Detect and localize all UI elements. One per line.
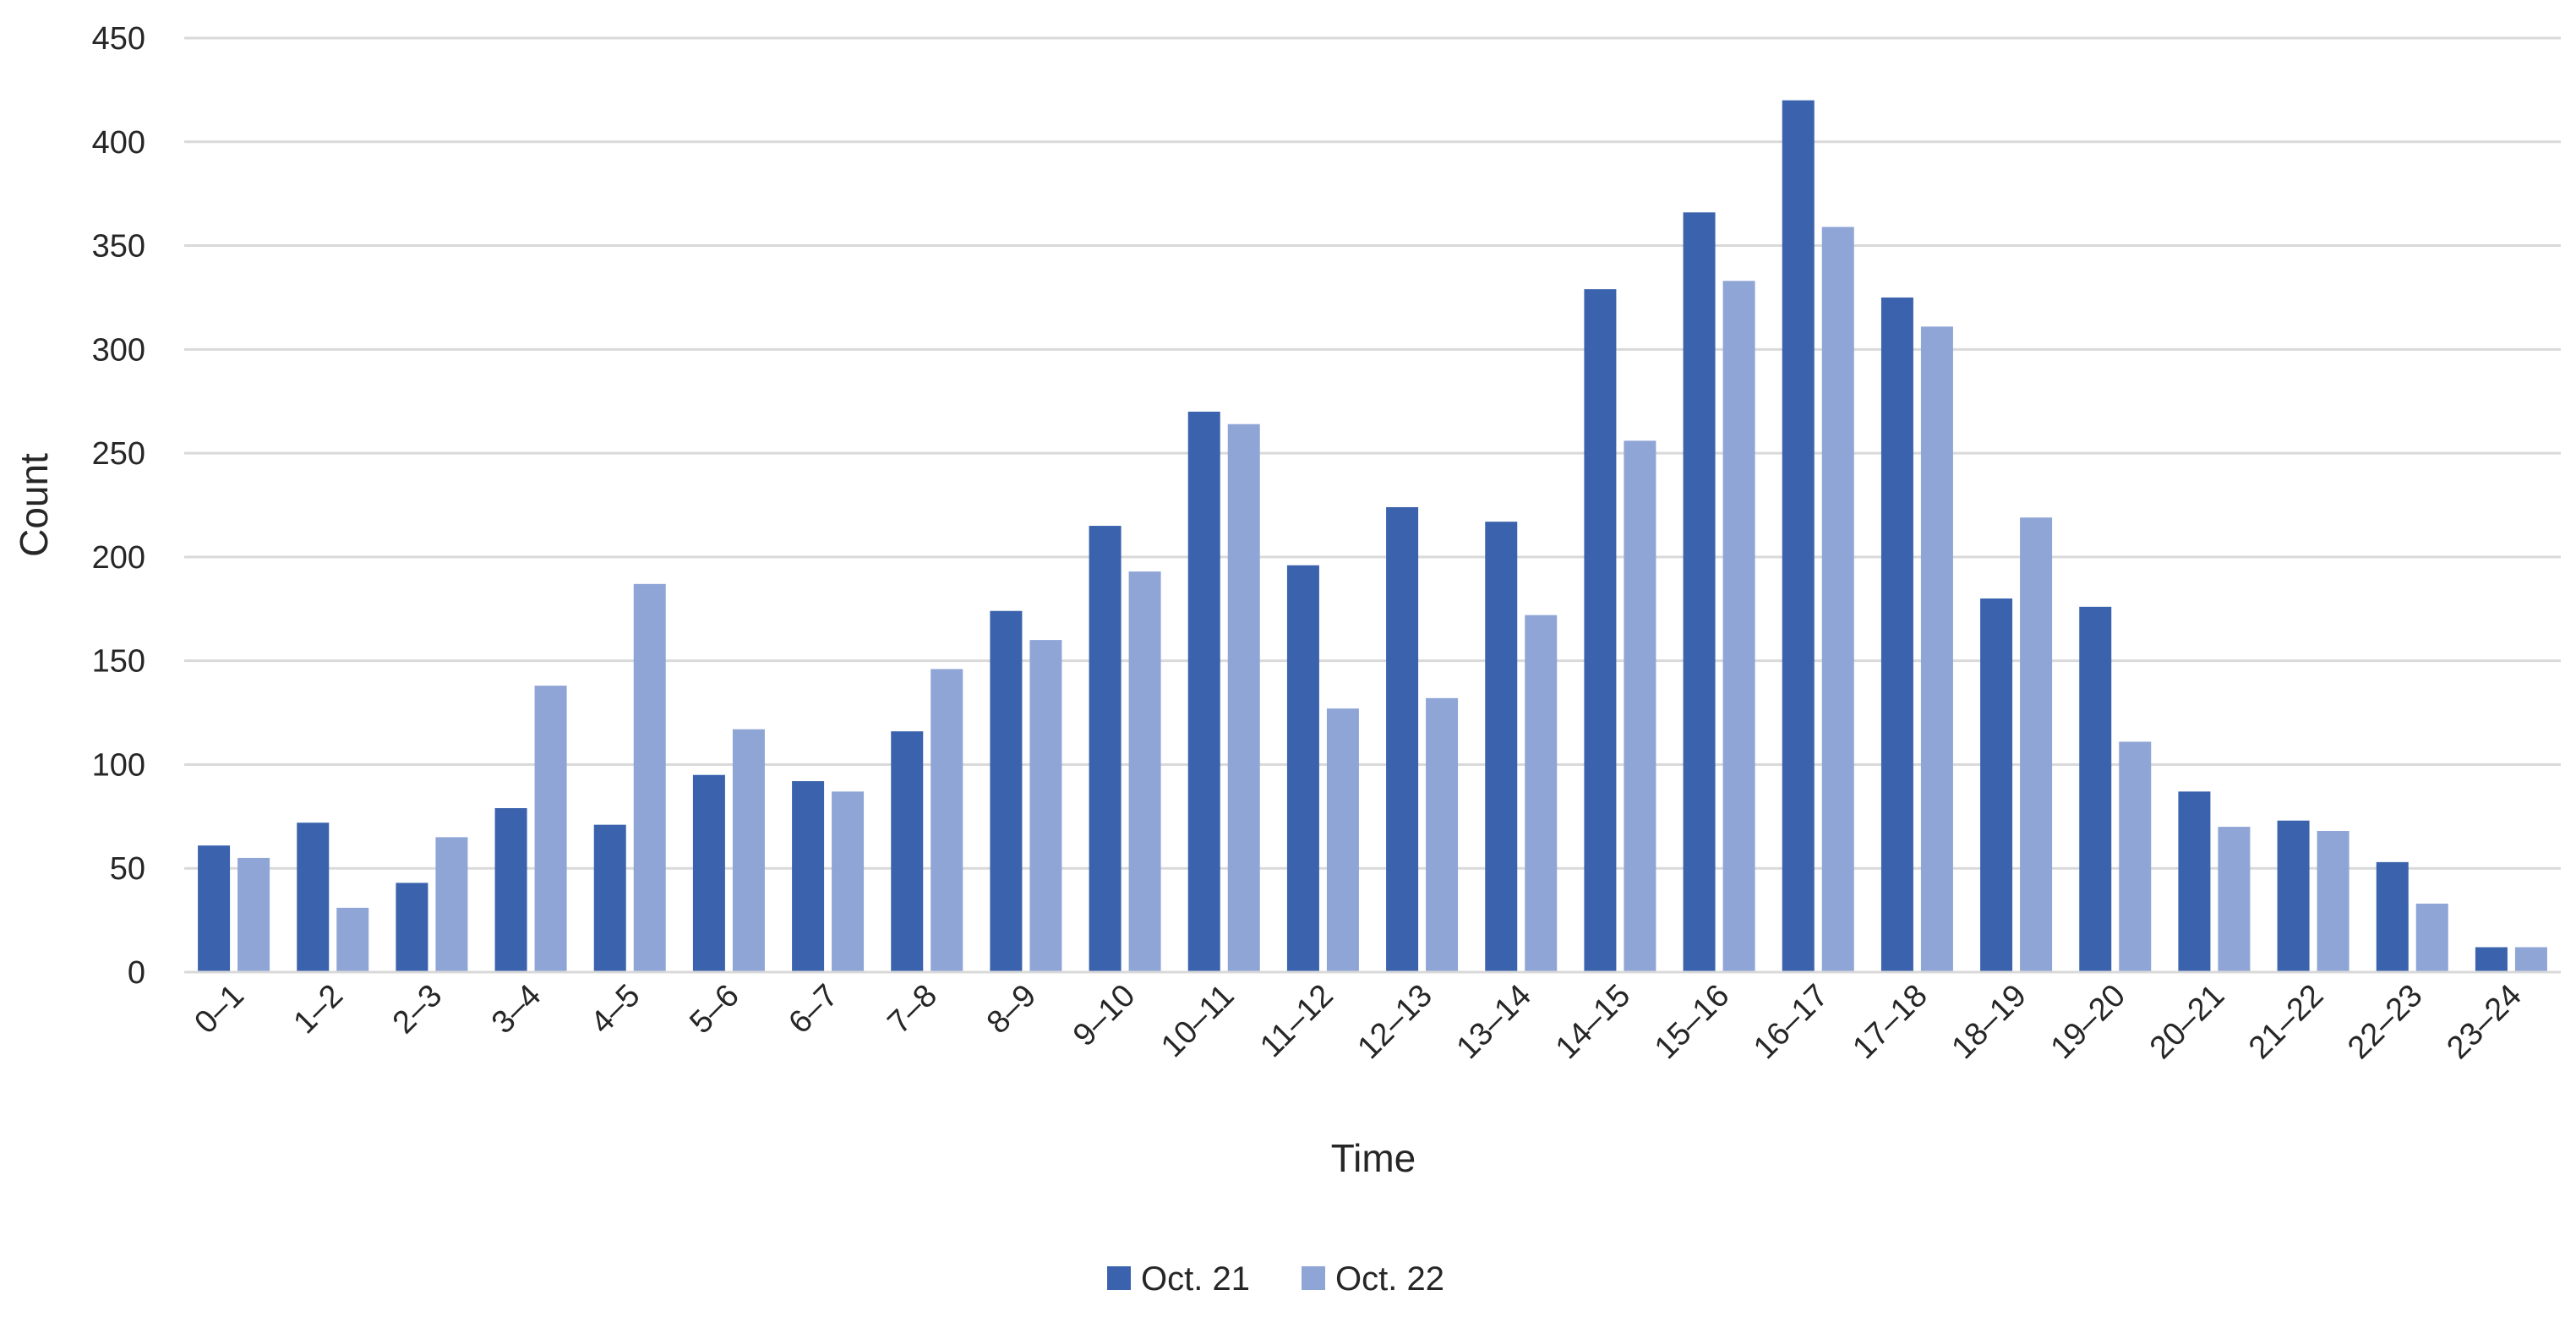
- bar-oct21: [1386, 506, 1419, 972]
- y-tick-label: 150: [92, 644, 145, 680]
- x-tick-label: 19–20: [2044, 978, 2132, 1066]
- bar-oct22: [1624, 440, 1656, 972]
- legend-label: Oct. 21: [1141, 1260, 1250, 1298]
- legend-swatch: [1107, 1266, 1131, 1290]
- x-tick-label: 22–23: [2341, 978, 2429, 1066]
- bar-oct22: [931, 669, 963, 972]
- bar-oct22: [2119, 741, 2152, 972]
- bar-oct22: [1227, 424, 1260, 972]
- bar-oct22: [1722, 281, 1755, 972]
- x-tick-label: 20–21: [2143, 978, 2231, 1066]
- x-tick-label: 14–15: [1549, 978, 1637, 1066]
- y-tick-label: 300: [92, 332, 145, 368]
- bar-oct22: [336, 907, 369, 972]
- bar-oct21: [1286, 565, 1319, 972]
- bar-oct22: [1426, 697, 1459, 972]
- x-tick-label: 7–8: [881, 978, 945, 1041]
- bars: [198, 100, 2547, 973]
- x-tick-label: 12–13: [1351, 978, 1439, 1066]
- x-tick-label: 9–10: [1067, 978, 1142, 1053]
- x-tick-label: 2–3: [386, 978, 450, 1041]
- y-tick-label: 250: [92, 436, 145, 472]
- bar-oct22: [435, 837, 468, 972]
- bar-oct22: [1525, 615, 1558, 972]
- bar-oct22: [2415, 903, 2448, 972]
- bar-oct21: [494, 808, 527, 972]
- bar-oct21: [1782, 100, 1815, 973]
- bar-oct22: [1326, 708, 1359, 972]
- bar-oct22: [1128, 571, 1161, 972]
- bar-oct21: [2277, 820, 2310, 972]
- bar-oct21: [990, 610, 1023, 972]
- x-tick-label: 5–6: [683, 978, 746, 1041]
- bar-oct22: [237, 857, 270, 972]
- x-tick-label: 0–1: [188, 978, 251, 1041]
- bar-oct21: [2475, 947, 2508, 972]
- bar-oct21: [297, 822, 330, 972]
- gridlines: [184, 36, 2561, 870]
- bar-oct22: [2317, 831, 2350, 972]
- x-tick-label: 8–9: [980, 978, 1044, 1041]
- bar-oct22: [1029, 640, 1062, 972]
- bar-oct22: [2218, 827, 2251, 972]
- bar-oct22: [832, 791, 865, 972]
- x-axis-title: Time: [1331, 1136, 1416, 1180]
- bar-oct21: [396, 883, 428, 972]
- bar-oct21: [2376, 861, 2409, 972]
- bar-oct21: [1980, 598, 2013, 972]
- x-tick-label: 16–17: [1747, 978, 1835, 1066]
- bar-oct21: [1089, 526, 1122, 972]
- legend: Oct. 21 Oct. 22: [1107, 1260, 1444, 1298]
- legend-label: Oct. 22: [1335, 1260, 1444, 1298]
- bar-oct22: [534, 686, 567, 972]
- x-tick-label: 18–19: [1946, 978, 2033, 1066]
- x-axis-ticks: 0–1 1–2 2–3 3–4 4–5 5–6 6–7 7–8 8–9 9–10 10–11 11–1…: [188, 978, 2528, 1066]
- x-tick-label: 6–7: [782, 978, 845, 1041]
- bar-oct22: [2514, 947, 2547, 972]
- bar-oct22: [732, 729, 765, 972]
- bar-oct21: [1683, 212, 1716, 972]
- y-tick-label: 450: [92, 21, 145, 57]
- y-tick-label: 400: [92, 125, 145, 161]
- bar-oct21: [1584, 289, 1617, 973]
- x-tick-label: 13–14: [1450, 978, 1538, 1066]
- y-tick-label: 100: [92, 747, 145, 783]
- bar-oct21: [1187, 412, 1220, 972]
- bar-oct21: [1485, 522, 1518, 972]
- bar-oct22: [2020, 517, 2053, 972]
- legend-swatch: [1302, 1266, 1325, 1290]
- y-tick-label: 50: [110, 851, 145, 887]
- bar-oct21: [593, 824, 626, 972]
- x-tick-label: 1–2: [287, 978, 351, 1041]
- bar-oct22: [1821, 227, 1854, 972]
- x-tick-label: 15–16: [1648, 978, 1736, 1066]
- bar-oct22: [1920, 326, 1953, 972]
- x-tick-label: 23–24: [2440, 978, 2528, 1066]
- bar-oct21: [792, 781, 825, 972]
- y-axis-title: Count: [12, 453, 56, 557]
- x-tick-label: 11–12: [1253, 978, 1340, 1064]
- y-tick-label: 0: [128, 955, 145, 991]
- bar-oct21: [2178, 791, 2211, 972]
- bar-oct21: [2079, 606, 2112, 972]
- bar-oct22: [633, 583, 666, 972]
- bar-oct21: [1880, 297, 1913, 972]
- x-tick-label: 17–18: [1846, 978, 1934, 1066]
- bar-oct21: [692, 774, 725, 972]
- x-tick-label: 3–4: [485, 978, 548, 1041]
- y-tick-label: 350: [92, 229, 145, 265]
- x-tick-label: 10–11: [1154, 978, 1241, 1064]
- bar-oct21: [891, 731, 924, 972]
- y-axis-ticks: 0 50 100 150 200 250 300 350 400 450: [92, 21, 145, 991]
- x-tick-label: 21–22: [2242, 978, 2330, 1066]
- bar-oct21: [198, 845, 231, 972]
- x-tick-label: 4–5: [584, 978, 647, 1041]
- y-tick-label: 200: [92, 540, 145, 576]
